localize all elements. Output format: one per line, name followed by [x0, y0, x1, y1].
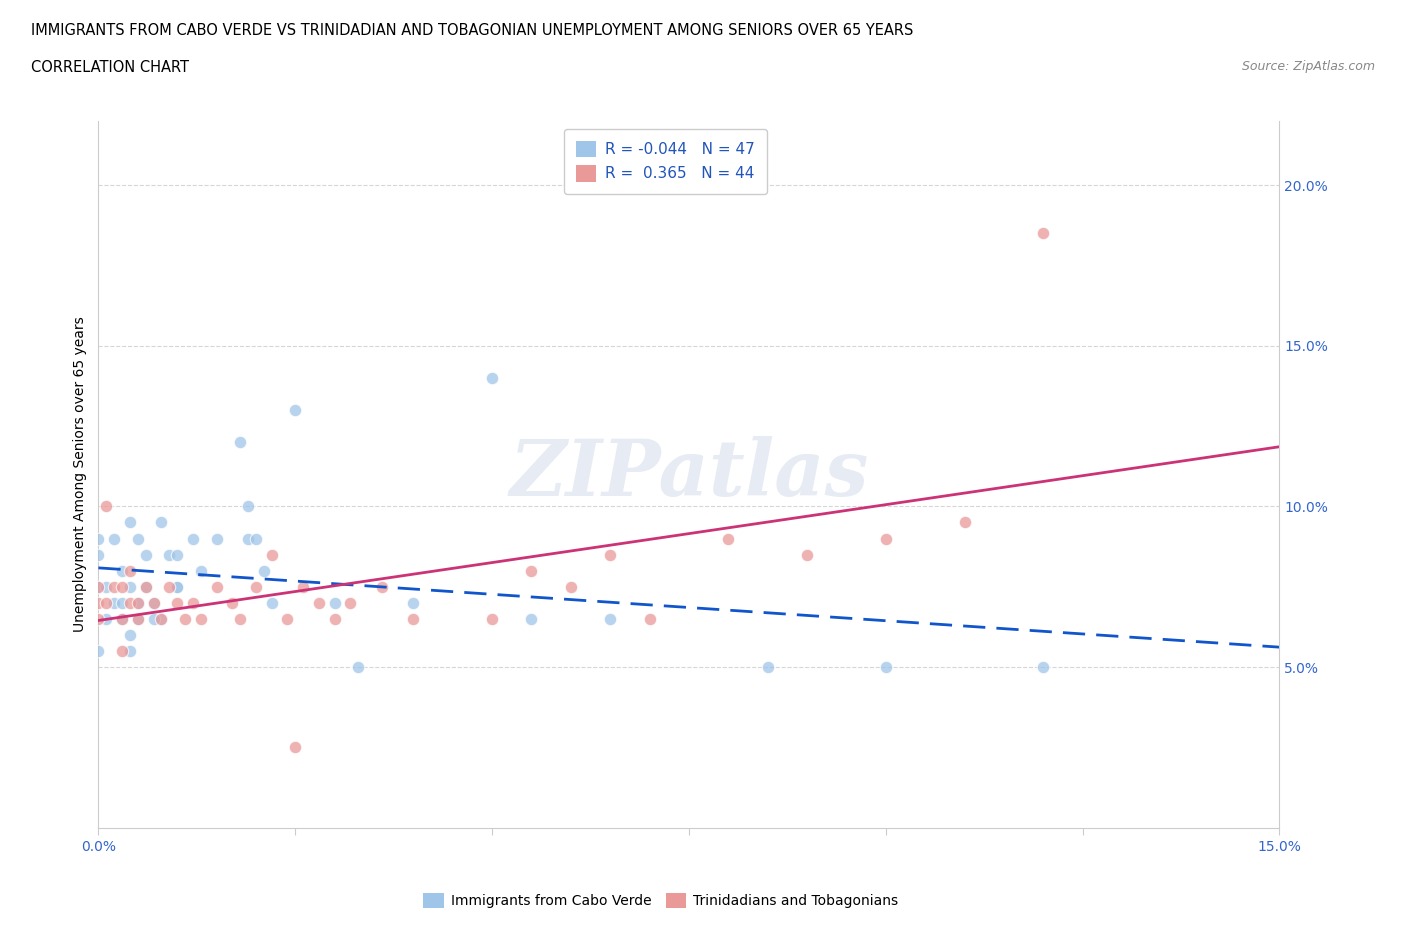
Point [111, 611, 134, 626]
Point [142, 595, 165, 610]
Point [717, 531, 740, 546]
Point [174, 611, 197, 626]
Point [127, 611, 149, 626]
Point [87, 644, 110, 658]
Point [205, 579, 228, 594]
Point [221, 595, 243, 610]
Point [166, 579, 188, 594]
Point [292, 579, 315, 594]
Point [323, 595, 346, 610]
Point [323, 611, 346, 626]
Point [111, 611, 134, 626]
Y-axis label: Unemployment Among Seniors over 65 years: Unemployment Among Seniors over 65 years [73, 316, 87, 632]
Point [127, 531, 149, 546]
Point [236, 531, 259, 546]
Point [111, 564, 134, 578]
Point [103, 579, 125, 594]
Point [245, 579, 267, 594]
Point [599, 611, 621, 626]
Point [103, 595, 125, 610]
Point [96, 579, 118, 594]
Point [127, 595, 149, 610]
Point [260, 595, 283, 610]
Point [181, 595, 204, 610]
Text: CORRELATION CHART: CORRELATION CHART [31, 60, 188, 75]
Point [87, 531, 110, 546]
Point [756, 659, 779, 674]
Point [87, 547, 110, 562]
Point [127, 611, 149, 626]
Legend: R = -0.044   N = 47, R =  0.365   N = 44: R = -0.044 N = 47, R = 0.365 N = 44 [564, 128, 766, 194]
Point [402, 595, 425, 610]
Point [190, 564, 212, 578]
Point [205, 531, 228, 546]
Point [236, 499, 259, 514]
Point [127, 595, 149, 610]
Point [481, 611, 503, 626]
Point [284, 403, 307, 418]
Point [87, 579, 110, 594]
Point [953, 515, 976, 530]
Point [142, 611, 165, 626]
Point [339, 595, 361, 610]
Point [157, 579, 180, 594]
Point [111, 579, 134, 594]
Point [347, 659, 370, 674]
Point [111, 595, 134, 610]
Point [308, 595, 330, 610]
Point [103, 531, 125, 546]
Point [181, 531, 204, 546]
Point [284, 740, 307, 755]
Point [87, 595, 110, 610]
Point [402, 611, 425, 626]
Point [150, 611, 173, 626]
Point [260, 547, 283, 562]
Point [111, 644, 134, 658]
Point [229, 611, 252, 626]
Point [118, 628, 141, 643]
Point [796, 547, 818, 562]
Point [87, 611, 110, 626]
Point [150, 515, 173, 530]
Text: Source: ZipAtlas.com: Source: ZipAtlas.com [1241, 60, 1375, 73]
Legend: Immigrants from Cabo Verde, Trinidadians and Tobagonians: Immigrants from Cabo Verde, Trinidadians… [418, 888, 904, 914]
Point [135, 579, 157, 594]
Point [371, 579, 394, 594]
Point [118, 595, 141, 610]
Point [1032, 659, 1054, 674]
Point [190, 611, 212, 626]
Point [118, 515, 141, 530]
Point [520, 611, 543, 626]
Point [142, 595, 165, 610]
Point [520, 564, 543, 578]
Point [229, 434, 252, 449]
Point [96, 499, 118, 514]
Point [875, 531, 897, 546]
Point [166, 579, 188, 594]
Point [166, 547, 188, 562]
Point [150, 611, 173, 626]
Point [599, 547, 621, 562]
Text: ZIPatlas: ZIPatlas [509, 436, 869, 512]
Point [87, 579, 110, 594]
Point [118, 579, 141, 594]
Point [638, 611, 661, 626]
Point [118, 564, 141, 578]
Point [276, 611, 298, 626]
Point [1032, 226, 1054, 241]
Point [253, 564, 276, 578]
Text: IMMIGRANTS FROM CABO VERDE VS TRINIDADIAN AND TOBAGONIAN UNEMPLOYMENT AMONG SENI: IMMIGRANTS FROM CABO VERDE VS TRINIDADIA… [31, 23, 914, 38]
Point [157, 547, 180, 562]
Point [135, 547, 157, 562]
Point [166, 595, 188, 610]
Point [875, 659, 897, 674]
Point [135, 579, 157, 594]
Point [96, 595, 118, 610]
Point [118, 644, 141, 658]
Point [245, 531, 267, 546]
Point [96, 611, 118, 626]
Point [560, 579, 582, 594]
Point [481, 370, 503, 385]
